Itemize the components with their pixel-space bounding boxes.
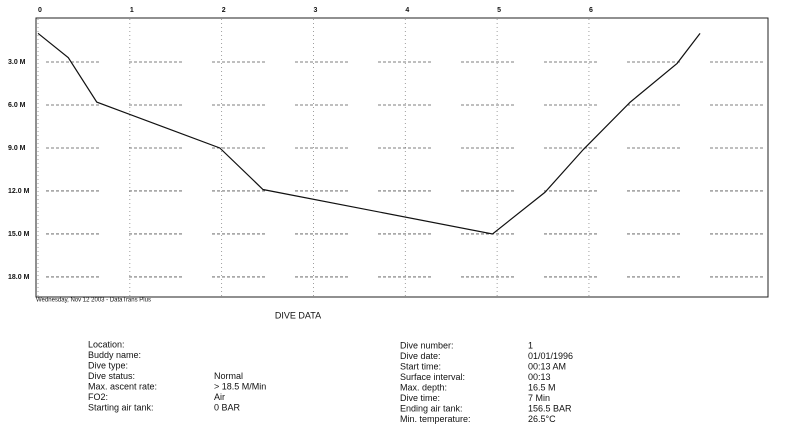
- x-tick-label: 3: [314, 7, 318, 14]
- field-value: 00:13: [528, 372, 551, 382]
- field-label: FO2:: [88, 392, 108, 402]
- field-label: Starting air tank:: [88, 402, 154, 412]
- field-label: Dive type:: [88, 360, 128, 370]
- y-tick-label: 12.0 M: [8, 188, 30, 195]
- field-value: 0 BAR: [214, 402, 241, 412]
- y-tick-label: 3.0 M: [8, 59, 26, 66]
- field-value: 156.5 BAR: [528, 403, 572, 413]
- field-label: Max. depth:: [400, 382, 447, 392]
- field-label: Buddy name:: [88, 350, 141, 360]
- field-value: 7 Min: [528, 393, 550, 403]
- y-tick-label: 15.0 M: [8, 231, 30, 238]
- field-value: > 18.5 M/Min: [214, 381, 266, 391]
- field-label: Ending air tank:: [400, 403, 463, 413]
- field-label: Max. ascent rate:: [88, 381, 157, 391]
- field-label: Location:: [88, 339, 125, 349]
- field-label: Dive date:: [400, 351, 441, 361]
- field-label: Surface interval:: [400, 372, 465, 382]
- x-tick-label: 1: [130, 7, 134, 14]
- field-label: Start time:: [400, 361, 441, 371]
- x-tick-label: 5: [497, 7, 501, 14]
- plot-frame: [35, 17, 769, 298]
- field-value: 26.5°C: [528, 414, 556, 424]
- depth-line: [37, 32, 701, 235]
- y-tick-label: 18.0 M: [8, 274, 30, 281]
- field-label: Min. temperature:: [400, 414, 471, 424]
- field-label: Dive time:: [400, 393, 440, 403]
- y-tick-label: 6.0 M: [8, 102, 26, 109]
- x-tick-label: 2: [222, 7, 226, 14]
- field-label: Dive number:: [400, 340, 454, 350]
- field-value: 16.5 M: [528, 382, 556, 392]
- y-tick-label: 9.0 M: [8, 145, 26, 152]
- x-tick-label: 4: [405, 7, 409, 14]
- field-value: Normal: [214, 371, 243, 381]
- x-tick-label: 0: [38, 7, 42, 14]
- section-title: DIVE DATA: [275, 310, 321, 320]
- field-value: 1: [528, 340, 533, 350]
- field-value: 01/01/1996: [528, 351, 573, 361]
- field-value: 00:13 AM: [528, 361, 566, 371]
- footnote: Wednesday, Nov 12 2003 - DataTrans Plus: [36, 298, 151, 304]
- field-value: Air: [214, 392, 225, 402]
- x-tick-label: 6: [589, 7, 593, 14]
- field-label: Dive status:: [88, 371, 135, 381]
